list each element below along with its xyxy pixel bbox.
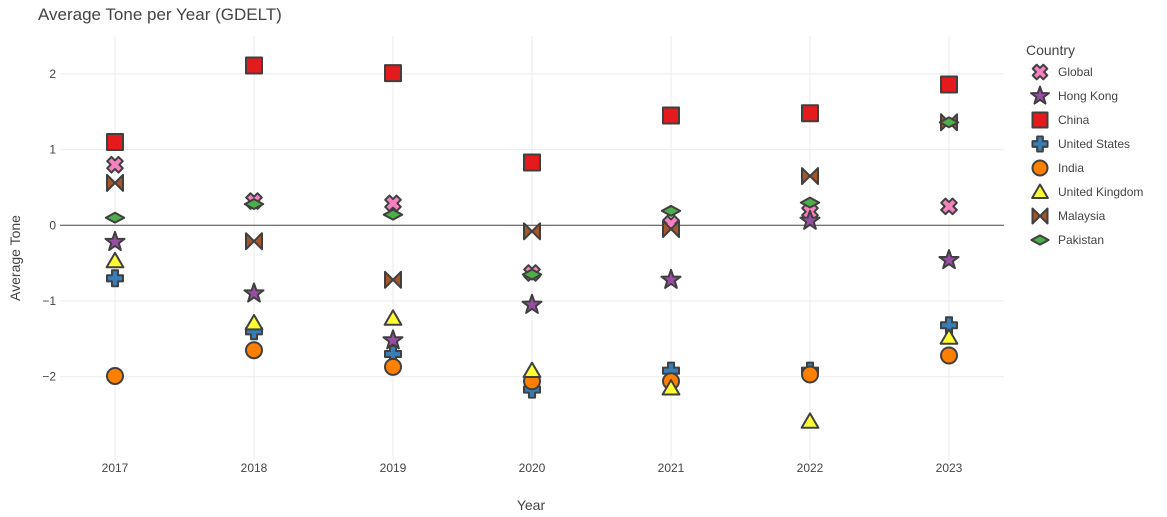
y-tick-label: −2 [42, 370, 56, 384]
legend-marker [1031, 135, 1049, 153]
axes: 2017 2018 2019 2020 2021 2022 2023 2 1 0 −1 −2 [42, 67, 962, 475]
legend-item-malaysia[interactable]: Malaysia [1026, 204, 1166, 228]
legend-marker [1031, 63, 1049, 81]
marker-united-kingdom [939, 328, 959, 345]
marker-china [662, 106, 680, 125]
legend-label: Global [1058, 65, 1093, 79]
legend-marker [1031, 207, 1049, 225]
x-tick-label: 2019 [380, 461, 407, 475]
marker-hong-kong [938, 249, 960, 270]
marker-india [384, 357, 402, 376]
x-tick-label: 2017 [102, 461, 129, 475]
legend-title: Country [1026, 42, 1076, 58]
x-tick-label: 2023 [936, 461, 963, 475]
marker-hong-kong [660, 268, 682, 289]
marker-malaysia [245, 232, 263, 251]
marker-china [523, 153, 541, 172]
marker-malaysia [801, 167, 819, 186]
legend-item-united-kingdom[interactable]: United Kingdom [1026, 180, 1166, 204]
x-axis-title: Year [517, 497, 546, 513]
legend-item-united-states[interactable]: United States [1026, 132, 1166, 156]
y-axis-title: Average Tone [7, 215, 23, 301]
legend-item-pakistan[interactable]: Pakistan [1026, 228, 1166, 252]
marker-pakistan [799, 196, 821, 209]
marker-india [801, 365, 819, 384]
x-tick-label: 2018 [241, 461, 268, 475]
legend-item-china[interactable]: China [1026, 108, 1166, 132]
marker-united-kingdom [244, 313, 264, 331]
marker-pakistan [660, 204, 682, 217]
marker-hong-kong [799, 209, 821, 230]
legend-item-hong-kong[interactable]: Hong Kong [1026, 84, 1166, 108]
marker-malaysia [523, 222, 541, 241]
y-tick-label: −1 [42, 294, 56, 308]
marker-china [940, 75, 958, 94]
marker-malaysia [106, 173, 124, 192]
marker-hong-kong [382, 329, 404, 350]
marker-china [245, 56, 263, 75]
legend-item-global[interactable]: Global [1026, 60, 1166, 84]
legend-marker [1031, 183, 1049, 199]
marker-united-kingdom [383, 309, 403, 326]
marker-hong-kong [243, 282, 265, 303]
marker-india [245, 341, 263, 360]
y-tick-label: 2 [49, 67, 56, 81]
legend-label: China [1058, 113, 1090, 127]
y-tick-label: 0 [49, 218, 56, 232]
marker-pakistan [382, 208, 404, 221]
marker-malaysia [662, 220, 680, 239]
legend-label: Pakistan [1058, 233, 1105, 247]
marker-united-kingdom [800, 412, 820, 429]
legend-label: Malaysia [1058, 209, 1106, 223]
chart-title: Average Tone per Year (GDELT) [38, 5, 282, 24]
legend-label: United Kingdom [1058, 185, 1144, 199]
marker-united-states [106, 269, 124, 288]
x-tick-label: 2020 [519, 461, 546, 475]
legend-label: India [1058, 161, 1085, 175]
marker-pakistan [938, 116, 960, 129]
x-tick-label: 2021 [658, 461, 685, 475]
marker-india [106, 366, 124, 385]
legend-label: Hong Kong [1058, 89, 1119, 103]
legend-label: United States [1058, 137, 1131, 151]
legend-marker [1031, 111, 1049, 129]
marker-hong-kong [104, 230, 126, 252]
marker-global [106, 155, 124, 174]
legend-items: Global Hong Kong China United States India Un… [1026, 60, 1166, 252]
legend: Country Global Hong Kong China United State… [1026, 42, 1166, 252]
x-tick-label: 2022 [797, 461, 824, 475]
marker-pakistan [104, 211, 126, 224]
data-markers [104, 56, 960, 429]
marker-hong-kong [521, 293, 543, 314]
legend-marker [1030, 85, 1050, 105]
marker-united-kingdom [661, 379, 681, 396]
marker-pakistan [243, 198, 265, 211]
marker-united-kingdom [105, 251, 125, 269]
marker-china [801, 104, 819, 123]
marker-china [106, 133, 124, 151]
marker-india [940, 346, 958, 365]
marker-china [384, 64, 402, 83]
marker-united-kingdom [522, 361, 542, 379]
legend-marker [1030, 234, 1050, 246]
marker-global [940, 197, 958, 216]
marker-malaysia [384, 270, 402, 289]
legend-item-india[interactable]: India [1026, 156, 1166, 180]
marker-pakistan [521, 268, 543, 281]
y-tick-label: 1 [49, 143, 56, 157]
legend-marker [1031, 159, 1049, 177]
